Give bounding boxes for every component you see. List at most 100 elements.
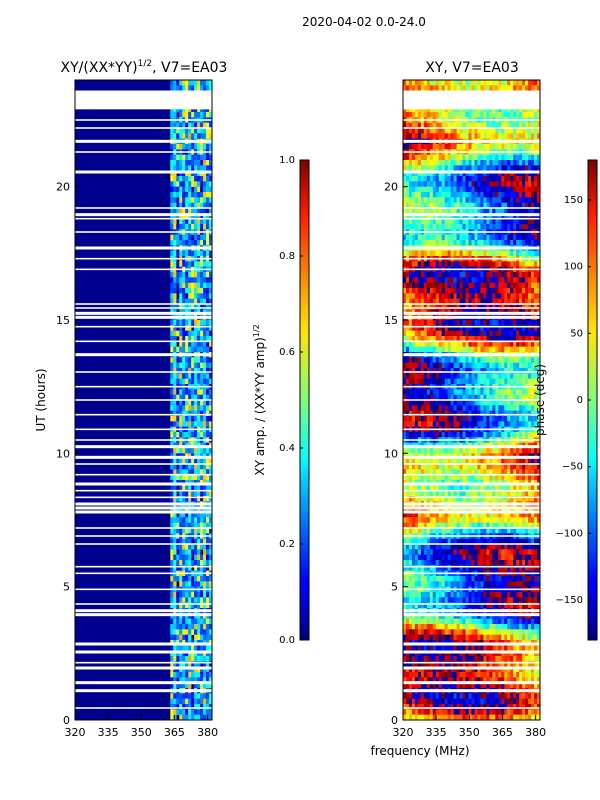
amp-cell [173,394,177,401]
phase-cell [426,176,431,182]
phase-cell [507,389,511,395]
phase-cell [453,325,457,331]
amp-cell [203,128,207,134]
amp-cell [173,464,177,470]
phase-cell [525,192,529,198]
phase-cell [471,218,475,225]
phase-cell [444,405,448,411]
phase-cell [450,250,454,257]
amp-cell [188,400,192,406]
phase-cell [513,405,517,411]
phase-cell [408,421,413,427]
amp-cell [209,576,212,582]
phase-cell [453,106,457,113]
phase-cell [537,432,540,438]
phase-cell [528,197,532,203]
amp-cell [182,464,186,470]
phase-cell [510,330,514,337]
amp-cell [188,645,192,651]
phase-cell [516,202,520,209]
amp-cell [197,176,201,182]
phase-cell [534,128,538,134]
phase-cell [462,272,466,278]
phase-cell [504,362,508,369]
phase-cell [501,368,505,374]
phase-cell [468,165,472,171]
phase-cell [474,405,478,411]
amp-cell [191,208,195,214]
amp-cell [176,261,180,267]
phase-cell [417,133,422,139]
amp-cell [197,474,201,481]
amp-cell [197,192,201,198]
amp-cell [203,325,207,331]
phase-cell [531,357,535,363]
amp-cell [176,682,180,689]
phase-cell [459,272,463,278]
amp-cell [200,106,204,113]
amp-cell [197,522,201,529]
amp-cell [176,389,180,395]
phase-cell [489,80,493,86]
amp-cell [209,672,212,678]
amp-cell [209,128,212,134]
phase-cell [403,330,407,337]
phase-cell [492,250,496,257]
phase-cell [504,144,508,150]
phase-cell [417,389,422,395]
phase-cell [489,165,493,171]
amp-cell [209,346,212,353]
amp-cell [203,709,207,715]
phase-cell [486,400,490,406]
amp-cell [173,645,177,651]
phase-cell [441,202,445,209]
phase-cell [429,261,434,267]
amp-cell [206,325,210,331]
phase-cell [501,85,505,91]
phase-cell [450,325,454,331]
amp-cell [182,186,186,193]
phase-cell [426,80,431,86]
phase-cell [456,197,460,203]
phase-cell [510,240,514,246]
phase-cell [450,234,454,241]
amp-cell [179,714,183,720]
phase-cell [411,106,416,113]
amp-cell [203,485,207,491]
phase-cell [495,389,499,395]
phase-cell [441,133,445,139]
amp-cell [200,341,204,347]
amp-cell [191,517,195,523]
phase-cell [465,282,469,289]
phase-cell [507,106,511,113]
phase-cell [513,261,517,267]
phase-cell [537,389,540,395]
phase-cell [504,336,508,342]
phase-cell [516,197,520,203]
phase-cell [489,160,493,166]
amp-cell [206,85,210,91]
amp-cell [185,282,189,289]
phase-cell [429,410,434,417]
amp-cell [170,293,174,299]
phase-cell [441,282,445,289]
phase-cell [501,208,505,214]
amp-cell [170,554,174,561]
phase-cell [516,293,520,299]
phase-cell [486,250,490,257]
phase-cell [435,448,440,454]
phase-cell [465,346,469,353]
phase-cell [510,304,514,310]
amp-cell [197,410,201,417]
phase-cell [519,336,523,342]
phase-cell [477,261,481,267]
phase-cell [498,373,502,379]
phase-cell [531,448,535,454]
phase-cell [468,416,472,422]
phase-cell [420,85,425,91]
phase-cell [435,304,440,310]
amp-cell [197,714,201,720]
phase-cell [510,272,514,278]
phase-cell [513,394,517,401]
phase-cell [432,357,437,363]
